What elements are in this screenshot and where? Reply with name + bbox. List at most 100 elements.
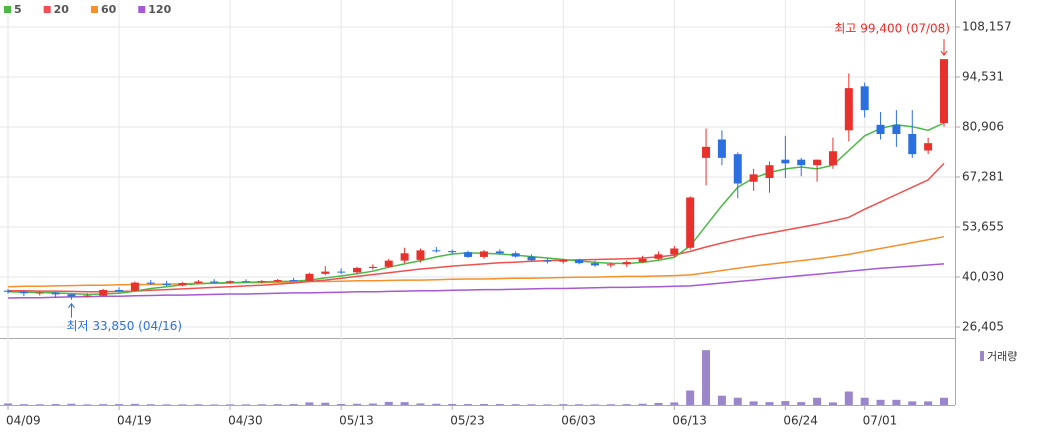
volume-bar (559, 404, 568, 405)
x-tick-label: 04/30 (228, 414, 263, 428)
volume-bar (4, 403, 12, 405)
volume-bar (83, 404, 92, 405)
candle-body (51, 292, 60, 295)
x-tick-label: 04/19 (117, 414, 152, 428)
y-tick-label: 40,030 (962, 270, 1004, 284)
x-tick-label: 06/03 (561, 414, 596, 428)
volume-bar (479, 403, 488, 405)
volume-bar (844, 391, 853, 405)
candle-body (686, 197, 695, 248)
volume-bar (178, 404, 187, 405)
candle-body (844, 88, 853, 131)
legend-label: 60 (101, 3, 117, 16)
candle-body (194, 281, 203, 283)
volume-bar (273, 404, 282, 405)
x-tick-label: 07/01 (863, 414, 898, 428)
y-tick-label: 67,281 (962, 170, 1004, 184)
ma-line (7, 263, 945, 299)
candle-body (19, 291, 28, 294)
candle-body (892, 124, 901, 134)
legend-swatch (90, 6, 98, 13)
ma-line (8, 162, 945, 293)
volume-bar (575, 404, 584, 405)
volume-bar (717, 395, 726, 405)
candle-body (575, 259, 584, 264)
candle-body (924, 143, 933, 151)
candle-body (908, 133, 917, 155)
candle-body (337, 271, 346, 273)
volume-bar (749, 401, 758, 405)
candle-body (733, 154, 742, 184)
volume-bar (51, 404, 60, 405)
volume-bar (337, 403, 346, 405)
candle-body (305, 273, 314, 281)
volume-bar (35, 404, 44, 405)
candle-body (257, 281, 266, 283)
volume-bar (908, 401, 917, 405)
candle-body (35, 292, 44, 294)
candle-body (606, 264, 615, 266)
candle-body (67, 294, 76, 297)
legend-label: 5 (14, 3, 22, 16)
volume-bar (686, 390, 695, 405)
legend-swatch (138, 6, 146, 13)
volume-bar (733, 397, 742, 405)
volume-bar (860, 397, 869, 405)
volume-bar (464, 404, 473, 405)
candle-body (353, 267, 362, 273)
candle-body (622, 262, 631, 265)
high-arrow (940, 39, 948, 56)
candle-body (813, 159, 822, 166)
volume-bar (448, 403, 457, 405)
volume-bar (146, 404, 155, 405)
candle-body (797, 159, 806, 166)
volume-bar (289, 404, 298, 405)
y-tick-label: 53,655 (962, 220, 1004, 234)
volume-bar (210, 404, 219, 405)
ma-line (7, 122, 945, 296)
volume-bar (67, 403, 76, 405)
volume-legend-label: 거래량 (987, 350, 1017, 363)
candle-body (543, 260, 552, 262)
volume-bar (416, 403, 425, 405)
volume-bar (892, 399, 901, 405)
y-tick-label: 94,531 (962, 70, 1004, 84)
candle-body (670, 248, 679, 255)
candle-body (178, 282, 187, 286)
volume-bar (654, 402, 663, 405)
volume-bar (115, 404, 124, 405)
candle-body (130, 282, 139, 291)
volume-bar (99, 404, 108, 405)
candle-body (210, 281, 219, 283)
volume-bar (797, 402, 806, 405)
volume-bar (305, 402, 314, 405)
volume-bar (257, 404, 266, 405)
candle-body (99, 289, 108, 296)
volume-bar (590, 404, 599, 405)
volume-bar (606, 404, 615, 405)
volume-bar (828, 402, 837, 405)
candle-body (781, 159, 790, 164)
volume-bar (543, 404, 552, 405)
candle-body (226, 281, 235, 283)
volume-bar (432, 403, 441, 405)
candle-body (464, 252, 473, 257)
y-tick-label: 80,906 (962, 120, 1004, 134)
candle-body (83, 295, 92, 297)
volume-bar (511, 404, 520, 405)
candle-body (495, 251, 504, 254)
candle-body (749, 174, 758, 182)
volume-bar (765, 402, 774, 405)
candle-body (416, 250, 425, 260)
volume-bar (813, 397, 822, 405)
y-tick-label: 108,157 (962, 20, 1012, 34)
volume-bar (702, 350, 711, 405)
candle-body (559, 259, 568, 262)
volume-legend-swatch (980, 351, 984, 361)
volume-bar (924, 401, 933, 405)
legend-swatch (4, 6, 11, 13)
candle-body (115, 289, 124, 291)
candle-body (400, 253, 409, 261)
